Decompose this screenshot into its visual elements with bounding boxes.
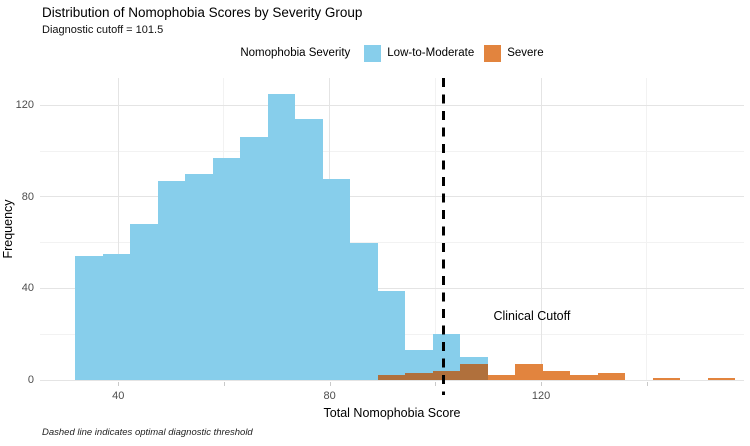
histogram-bar-severe	[707, 377, 735, 380]
legend-label: Severe	[507, 47, 544, 59]
x-tick-mark	[118, 382, 120, 386]
legend-item: Severe	[484, 44, 544, 62]
x-tick-label: 120	[531, 390, 551, 402]
histogram-bar-low-to-moderate	[185, 174, 213, 380]
chart-title: Distribution of Nomophobia Scores by Sev…	[42, 5, 363, 20]
x-major-gridline	[540, 78, 542, 380]
y-tick-label: 0	[27, 374, 34, 386]
cutoff-dashed-line	[441, 78, 445, 395]
y-major-gridline	[40, 196, 744, 198]
y-axis-title: Frequency	[1, 199, 15, 259]
annotation-clinical-cutoff: Clinical Cutoff	[493, 308, 571, 323]
y-major-gridline	[40, 104, 744, 106]
histogram-bar-overlap	[405, 373, 433, 380]
histogram-bar-low-to-moderate	[102, 254, 131, 380]
chart-subtitle: Diagnostic cutoff = 101.5	[42, 24, 164, 36]
histogram-bar-low-to-moderate	[240, 137, 268, 380]
histogram-bar-overlap	[432, 370, 461, 380]
x-tick-mark	[223, 382, 225, 386]
y-major-gridline	[40, 379, 744, 381]
legend: Nomophobia Severity Low-to-Moderate Sever…	[40, 42, 744, 64]
y-tick-label: 40	[21, 282, 34, 295]
x-tick-mark	[435, 382, 437, 386]
histogram-bar-low-to-moderate	[295, 119, 323, 380]
caption: Dashed line indicates optimal diagnostic…	[42, 427, 253, 438]
histogram-bar-low-to-moderate	[212, 158, 241, 380]
x-tick-mark	[541, 382, 543, 386]
legend-swatch-low-to-moderate	[364, 44, 382, 62]
histogram-bar-severe	[570, 375, 598, 380]
histogram-bar-overlap	[377, 375, 406, 380]
histogram-bar-low-to-moderate	[267, 94, 296, 380]
x-tick-mark	[646, 382, 648, 386]
legend-label: Low-to-Moderate	[387, 47, 475, 59]
y-tick-label: 80	[21, 190, 34, 203]
histogram-bar-low-to-moderate	[322, 178, 351, 380]
histogram-bar-overlap	[460, 363, 488, 380]
histogram-bar-low-to-moderate	[405, 350, 433, 374]
histogram-bar-severe	[652, 377, 681, 380]
legend-title: Nomophobia Severity	[240, 47, 351, 59]
histogram-bar-severe	[597, 373, 626, 380]
histogram-bar-severe	[515, 363, 543, 380]
histogram-bar-low-to-moderate	[350, 242, 378, 380]
legend-item: Low-to-Moderate	[364, 44, 475, 62]
histogram-bar-severe	[542, 370, 571, 380]
histogram-bar-low-to-moderate	[377, 290, 406, 376]
histogram-bar-low-to-moderate	[460, 357, 488, 364]
x-tick-mark	[329, 382, 331, 386]
histogram-bar-low-to-moderate	[75, 256, 103, 380]
plot-panel	[40, 78, 744, 395]
x-tick-label: 40	[112, 390, 125, 402]
histogram-bar-low-to-moderate	[157, 180, 186, 380]
histogram-bar-low-to-moderate	[130, 224, 158, 380]
y-minor-gridline	[40, 242, 744, 244]
histogram-bar-low-to-moderate	[432, 334, 461, 371]
x-axis-title: Total Nomophobia Score	[323, 406, 461, 420]
histogram-bar-severe	[487, 375, 516, 380]
x-minor-gridline	[646, 78, 648, 380]
y-major-gridline	[40, 287, 744, 289]
y-tick-label: 120	[15, 99, 34, 112]
x-minor-gridline	[434, 78, 436, 380]
legend-swatch-severe	[484, 44, 502, 62]
x-major-gridline	[117, 78, 119, 380]
x-tick-label: 80	[323, 390, 336, 402]
y-minor-gridline	[40, 150, 744, 152]
